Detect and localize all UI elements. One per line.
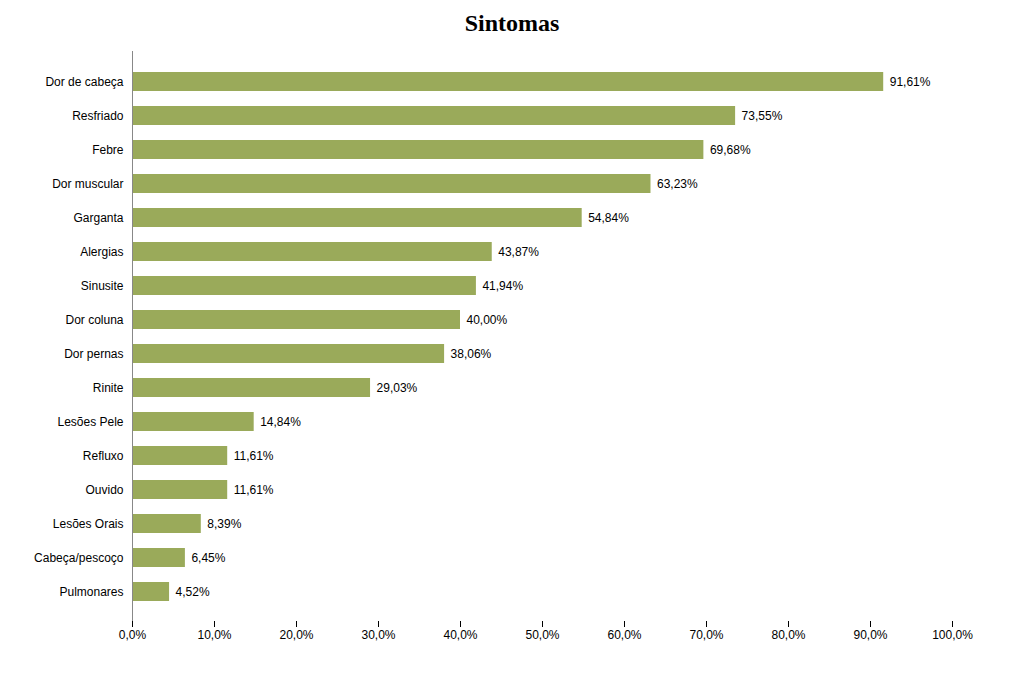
svg-text:73,55%: 73,55% [742, 109, 783, 123]
svg-text:30,0%: 30,0% [361, 628, 395, 642]
svg-text:54,84%: 54,84% [588, 211, 629, 225]
svg-text:Refluxo: Refluxo [83, 449, 124, 463]
svg-text:0,0%: 0,0% [119, 628, 147, 642]
svg-text:100,0%: 100,0% [932, 628, 973, 642]
svg-text:Alergias: Alergias [80, 245, 123, 259]
html-text:Sintomas: Sintomas [464, 10, 560, 36]
svg-text:Lesões Orais: Lesões Orais [53, 517, 124, 531]
svg-text:43,87%: 43,87% [498, 245, 539, 259]
svg-text:Cabeça/pescoço: Cabeça/pescoço [34, 551, 124, 565]
svg-text:69,68%: 69,68% [710, 143, 751, 157]
svg-text:80,0%: 80,0% [771, 628, 805, 642]
svg-text:Dor pernas: Dor pernas [64, 347, 123, 361]
svg-text:70,0%: 70,0% [689, 628, 723, 642]
svg-text:90,0%: 90,0% [853, 628, 887, 642]
svg-text:Sinusite: Sinusite [81, 279, 124, 293]
svg-text:63,23%: 63,23% [657, 177, 698, 191]
svg-text:41,94%: 41,94% [482, 279, 523, 293]
svg-text:50,0%: 50,0% [525, 628, 559, 642]
svg-text:Febre: Febre [92, 143, 124, 157]
svg-text:60,0%: 60,0% [607, 628, 641, 642]
svg-text:20,0%: 20,0% [279, 628, 313, 642]
svg-text:10,0%: 10,0% [197, 628, 231, 642]
svg-text:Resfriado: Resfriado [72, 109, 124, 123]
svg-text:11,61%: 11,61% [234, 449, 274, 463]
svg-text:Pulmonares: Pulmonares [59, 585, 123, 599]
svg-text:Rinite: Rinite [93, 381, 124, 395]
svg-text:Dor muscular: Dor muscular [52, 177, 123, 191]
svg-text:6,45%: 6,45% [191, 551, 225, 565]
svg-text:11,61%: 11,61% [234, 483, 274, 497]
svg-text:14,84%: 14,84% [260, 415, 301, 429]
svg-text:40,00%: 40,00% [467, 313, 508, 327]
svg-text:91,61%: 91,61% [890, 75, 931, 89]
svg-text:Dor coluna: Dor coluna [65, 313, 123, 327]
svg-text:38,06%: 38,06% [451, 347, 492, 361]
svg-text:Ouvido: Ouvido [85, 483, 123, 497]
svg-text:Garganta: Garganta [73, 211, 123, 225]
svg-text:8,39%: 8,39% [207, 517, 241, 531]
svg-text:Lesões Pele: Lesões Pele [57, 415, 123, 429]
svg-text:4,52%: 4,52% [176, 585, 210, 599]
svg-text:40,0%: 40,0% [443, 628, 477, 642]
svg-text:Dor de cabeça: Dor de cabeça [45, 75, 123, 89]
svg-text:29,03%: 29,03% [377, 381, 418, 395]
